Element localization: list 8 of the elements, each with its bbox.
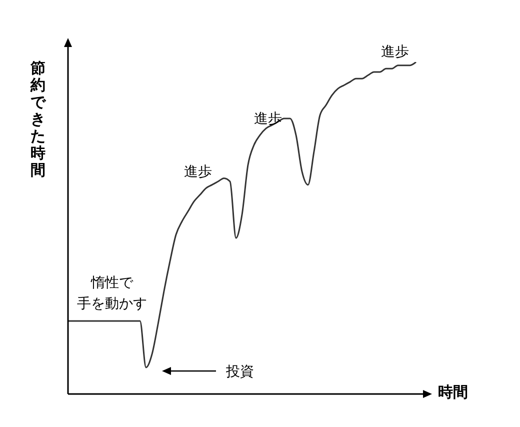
- annotation: 投資: [226, 363, 255, 382]
- annotation: 進歩: [184, 163, 213, 182]
- y-axis-title: 節約できた時間: [30, 59, 46, 179]
- annotation: 進歩: [254, 110, 283, 129]
- annotation: 惰性で: [90, 274, 134, 293]
- text: 進歩: [381, 43, 410, 62]
- annotation: 手を動かす: [76, 295, 148, 314]
- x-axis-title: 時間: [438, 383, 468, 401]
